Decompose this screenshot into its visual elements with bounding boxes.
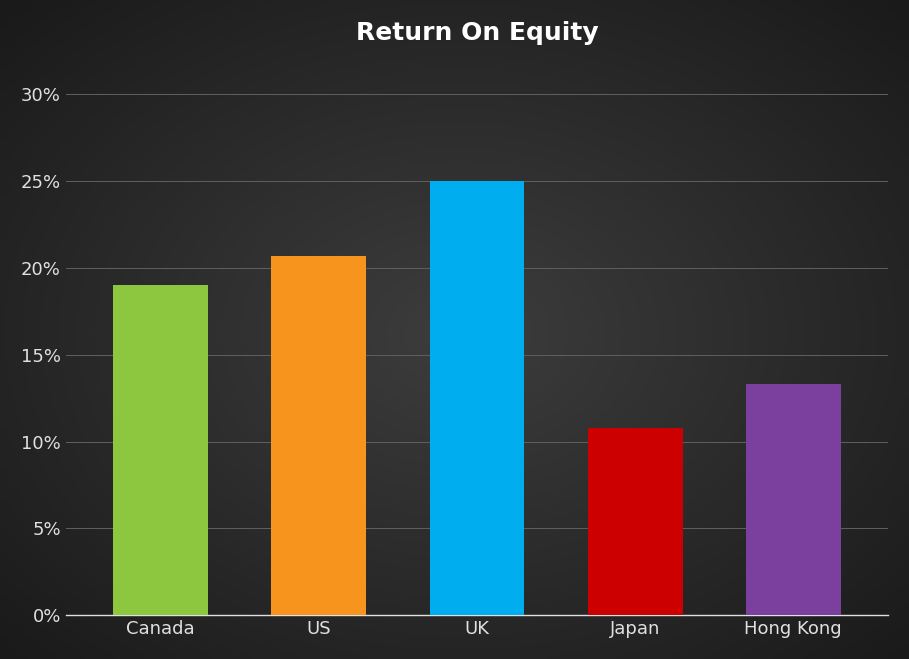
Bar [430, 181, 524, 616]
Bar [746, 384, 841, 616]
Title: Return On Equity: Return On Equity [355, 21, 598, 45]
Bar [114, 285, 208, 616]
Bar [588, 428, 683, 616]
Bar [272, 256, 366, 616]
